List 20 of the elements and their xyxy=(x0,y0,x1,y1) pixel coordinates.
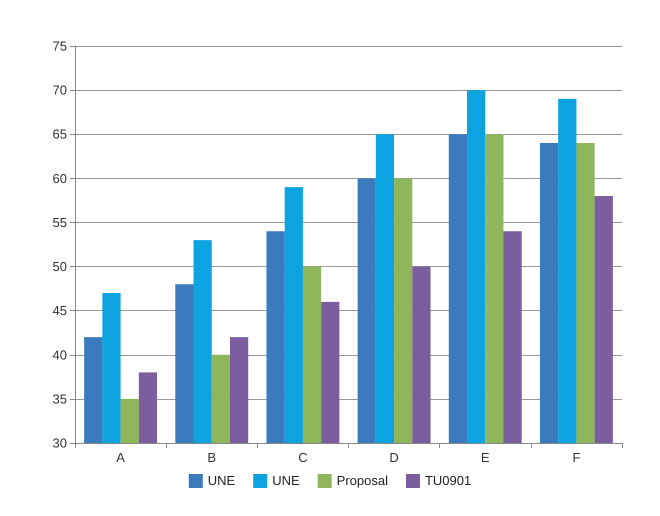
x-tick-label: C xyxy=(298,450,308,465)
x-tick-label: E xyxy=(480,450,490,465)
y-tick-label: 45 xyxy=(52,303,67,318)
y-tick-label: 55 xyxy=(52,214,67,230)
legend-label: Proposal xyxy=(336,473,388,488)
x-tick-label: F xyxy=(572,450,580,465)
y-tick-label: 60 xyxy=(52,170,67,186)
y-tick-label: 75 xyxy=(52,38,67,54)
legend-label: UNE xyxy=(272,473,300,488)
y-tick-label: 65 xyxy=(52,126,67,142)
y-tick-label: 35 xyxy=(52,391,67,406)
x-tick-label: B xyxy=(207,450,216,465)
y-tick-label: 50 xyxy=(52,259,67,274)
x-tick-label: A xyxy=(116,450,126,465)
legend-label: TU0901 xyxy=(424,473,472,488)
x-tick-label: D xyxy=(389,450,399,465)
y-tick-label: 40 xyxy=(52,347,67,362)
y-tick-label: 70 xyxy=(52,82,67,98)
legend-label: UNE xyxy=(208,473,236,488)
y-tick-label: 30 xyxy=(52,436,67,450)
